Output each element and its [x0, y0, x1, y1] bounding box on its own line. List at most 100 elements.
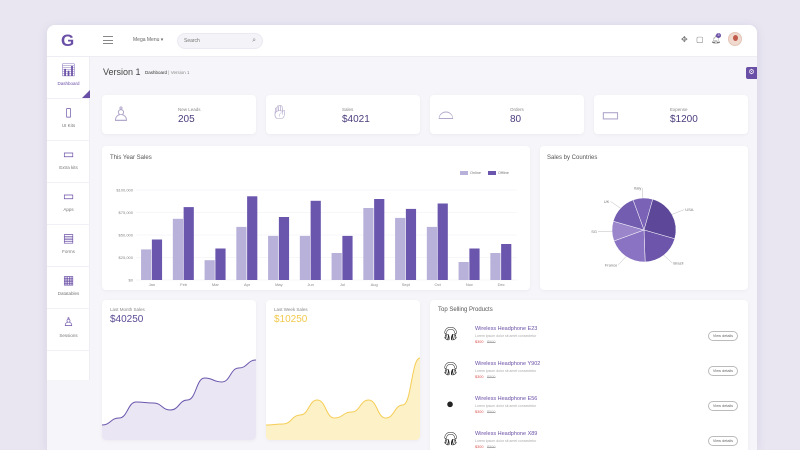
user-icon: ♙	[63, 315, 74, 329]
user-avatar[interactable]	[728, 32, 742, 46]
sales-bar-chart: $0 $25,000 $50,000 $75,000 $100,000 Jan Feb Mar…	[116, 188, 517, 287]
bar-online[interactable]	[141, 249, 152, 280]
stat-value: $1200	[670, 114, 698, 125]
product-old-price: $500	[487, 445, 496, 449]
top-products-card: Top Selling Products 🎧︎ Wireless Headpho…	[430, 300, 748, 450]
bar-offline[interactable]	[405, 208, 417, 280]
sidebar-item-label: Dashboard	[57, 81, 80, 86]
stat-value: 205	[178, 114, 195, 125]
mobile-icon: ▯	[65, 105, 72, 119]
pie-slice[interactable]	[613, 229, 646, 263]
bar-online[interactable]	[395, 217, 406, 280]
x-tick-label: Dec	[498, 282, 505, 287]
document-icon[interactable]: ▢	[696, 35, 704, 44]
menu-toggle-icon[interactable]	[103, 36, 113, 44]
bar-online[interactable]	[458, 262, 469, 280]
headphone-image: 🎧︎	[442, 326, 459, 341]
sidebar-item-dashboard[interactable]: 📊︎ Dashboard	[47, 57, 90, 99]
sidebar-item-label: UI Kits	[61, 123, 76, 128]
product-name[interactable]: Wireless Headphone E56	[475, 396, 538, 402]
product-old-price: $500	[487, 340, 496, 344]
pie-leader-line	[671, 209, 685, 215]
bar-offline[interactable]	[215, 248, 226, 281]
stat-value: $4021	[342, 114, 370, 125]
bar-offline[interactable]	[278, 217, 290, 280]
product-desc: Lorem ipsum dolor sit amet consectetur	[475, 334, 537, 338]
bar-online[interactable]	[204, 260, 215, 280]
breadcrumb-separator: |	[168, 70, 170, 75]
sidebar-item-ui-kits[interactable]: ▯ UI Kits	[47, 99, 90, 141]
view-details-button[interactable]: View details	[708, 366, 738, 376]
x-tick-label: Mar	[212, 282, 220, 287]
bar-offline[interactable]	[469, 248, 480, 281]
product-price: $300	[475, 410, 484, 414]
bar-online[interactable]	[331, 253, 342, 280]
mega-menu-dropdown[interactable]: Mega Menu ▾	[133, 37, 164, 43]
bar-offline[interactable]	[247, 196, 258, 280]
stat-card-sales: ✋︎ Sales $4021	[266, 95, 420, 134]
sidebar-item-sessions[interactable]: ♙ Sessions	[47, 309, 90, 351]
headphone-image: 🎧︎	[442, 361, 459, 376]
x-tick-label: Sept	[402, 282, 411, 287]
bar-online[interactable]	[490, 253, 501, 280]
view-details-button[interactable]: View details	[708, 436, 738, 446]
product-old-price: $500	[487, 375, 496, 379]
search-box[interactable]: ⌕	[177, 33, 263, 49]
pie-slice[interactable]	[643, 198, 677, 240]
product-row: ● Wireless Headphone E56 Lorem ipsum dol…	[430, 392, 746, 427]
settings-gear-icon[interactable]: ⚙	[746, 67, 757, 79]
bell-icon[interactable]: 🔔︎	[711, 35, 722, 44]
bar-online[interactable]	[426, 226, 438, 280]
pie-slice[interactable]	[612, 199, 645, 231]
bar-offline[interactable]	[501, 244, 512, 280]
stat-value: 80	[510, 114, 522, 125]
pie-label: France	[605, 262, 618, 267]
stat-label: Sales	[342, 107, 354, 112]
search-icon[interactable]: ⌕	[252, 37, 256, 44]
pie-label: UK	[604, 199, 610, 204]
view-details-button[interactable]: View details	[708, 401, 738, 411]
breadcrumb-current: Version 1	[170, 70, 190, 75]
product-name[interactable]: Wireless Headphone Y902	[475, 361, 541, 367]
sidebar-item-apps[interactable]: ▭ Apps	[47, 183, 90, 225]
bar-online[interactable]	[172, 218, 184, 280]
product-name[interactable]: Wireless Headphone E23	[475, 326, 538, 332]
y-tick-label: $75,000	[119, 210, 134, 215]
view-details-button[interactable]: View details	[708, 331, 738, 341]
area-fill	[102, 360, 256, 440]
app-window: G Mega Menu ▾ ⌕ ✥ ▢ 🔔︎ 3 📊︎ Dashboard ▯ …	[47, 25, 757, 450]
pie-leader-line	[610, 201, 621, 209]
bar-offline[interactable]	[374, 199, 385, 280]
bar-online[interactable]	[268, 235, 279, 280]
area-line	[102, 359, 256, 426]
bar-offline[interactable]	[342, 235, 353, 280]
sidebar-item-extra-kits[interactable]: ▭ Extra kits	[47, 141, 90, 183]
bar-offline[interactable]	[183, 207, 194, 280]
hand-coin-icon: ✋︎	[274, 102, 286, 124]
bar-offline[interactable]	[310, 200, 321, 280]
brand-logo[interactable]: G	[61, 31, 75, 50]
x-tick-label: Apr	[244, 282, 251, 287]
sidebar-item-forms[interactable]: ▤ Forms	[47, 225, 90, 267]
pie-slice[interactable]	[643, 229, 676, 263]
sidebar-item-label: Datatables	[57, 291, 80, 296]
breadcrumb-root[interactable]: Dashboard	[145, 70, 168, 75]
last-month-area-chart	[102, 359, 256, 440]
pie-label: Italy	[634, 186, 641, 191]
bar-online[interactable]	[299, 235, 311, 280]
product-name[interactable]: Wireless Headphone X89	[475, 431, 538, 437]
search-input[interactable]	[184, 38, 244, 44]
stat-value: $40250	[110, 314, 144, 325]
basket-icon: ⌓	[438, 102, 454, 124]
bar-online[interactable]	[236, 226, 247, 280]
bar-offline[interactable]	[437, 203, 448, 281]
fullscreen-icon[interactable]: ✥	[681, 35, 688, 44]
sidebar-item-datatables[interactable]: ▦ Datatables	[47, 267, 90, 309]
stat-card-leads: ♙ New Leads 205	[102, 95, 256, 134]
bar-offline[interactable]	[151, 239, 163, 281]
page-title: Version 1	[103, 67, 141, 77]
x-tick-label: Nov	[466, 282, 473, 287]
stat-label: Last Month Sales	[110, 307, 145, 312]
last-month-card: Last Month Sales $40250	[102, 300, 256, 440]
bar-online[interactable]	[363, 208, 374, 280]
